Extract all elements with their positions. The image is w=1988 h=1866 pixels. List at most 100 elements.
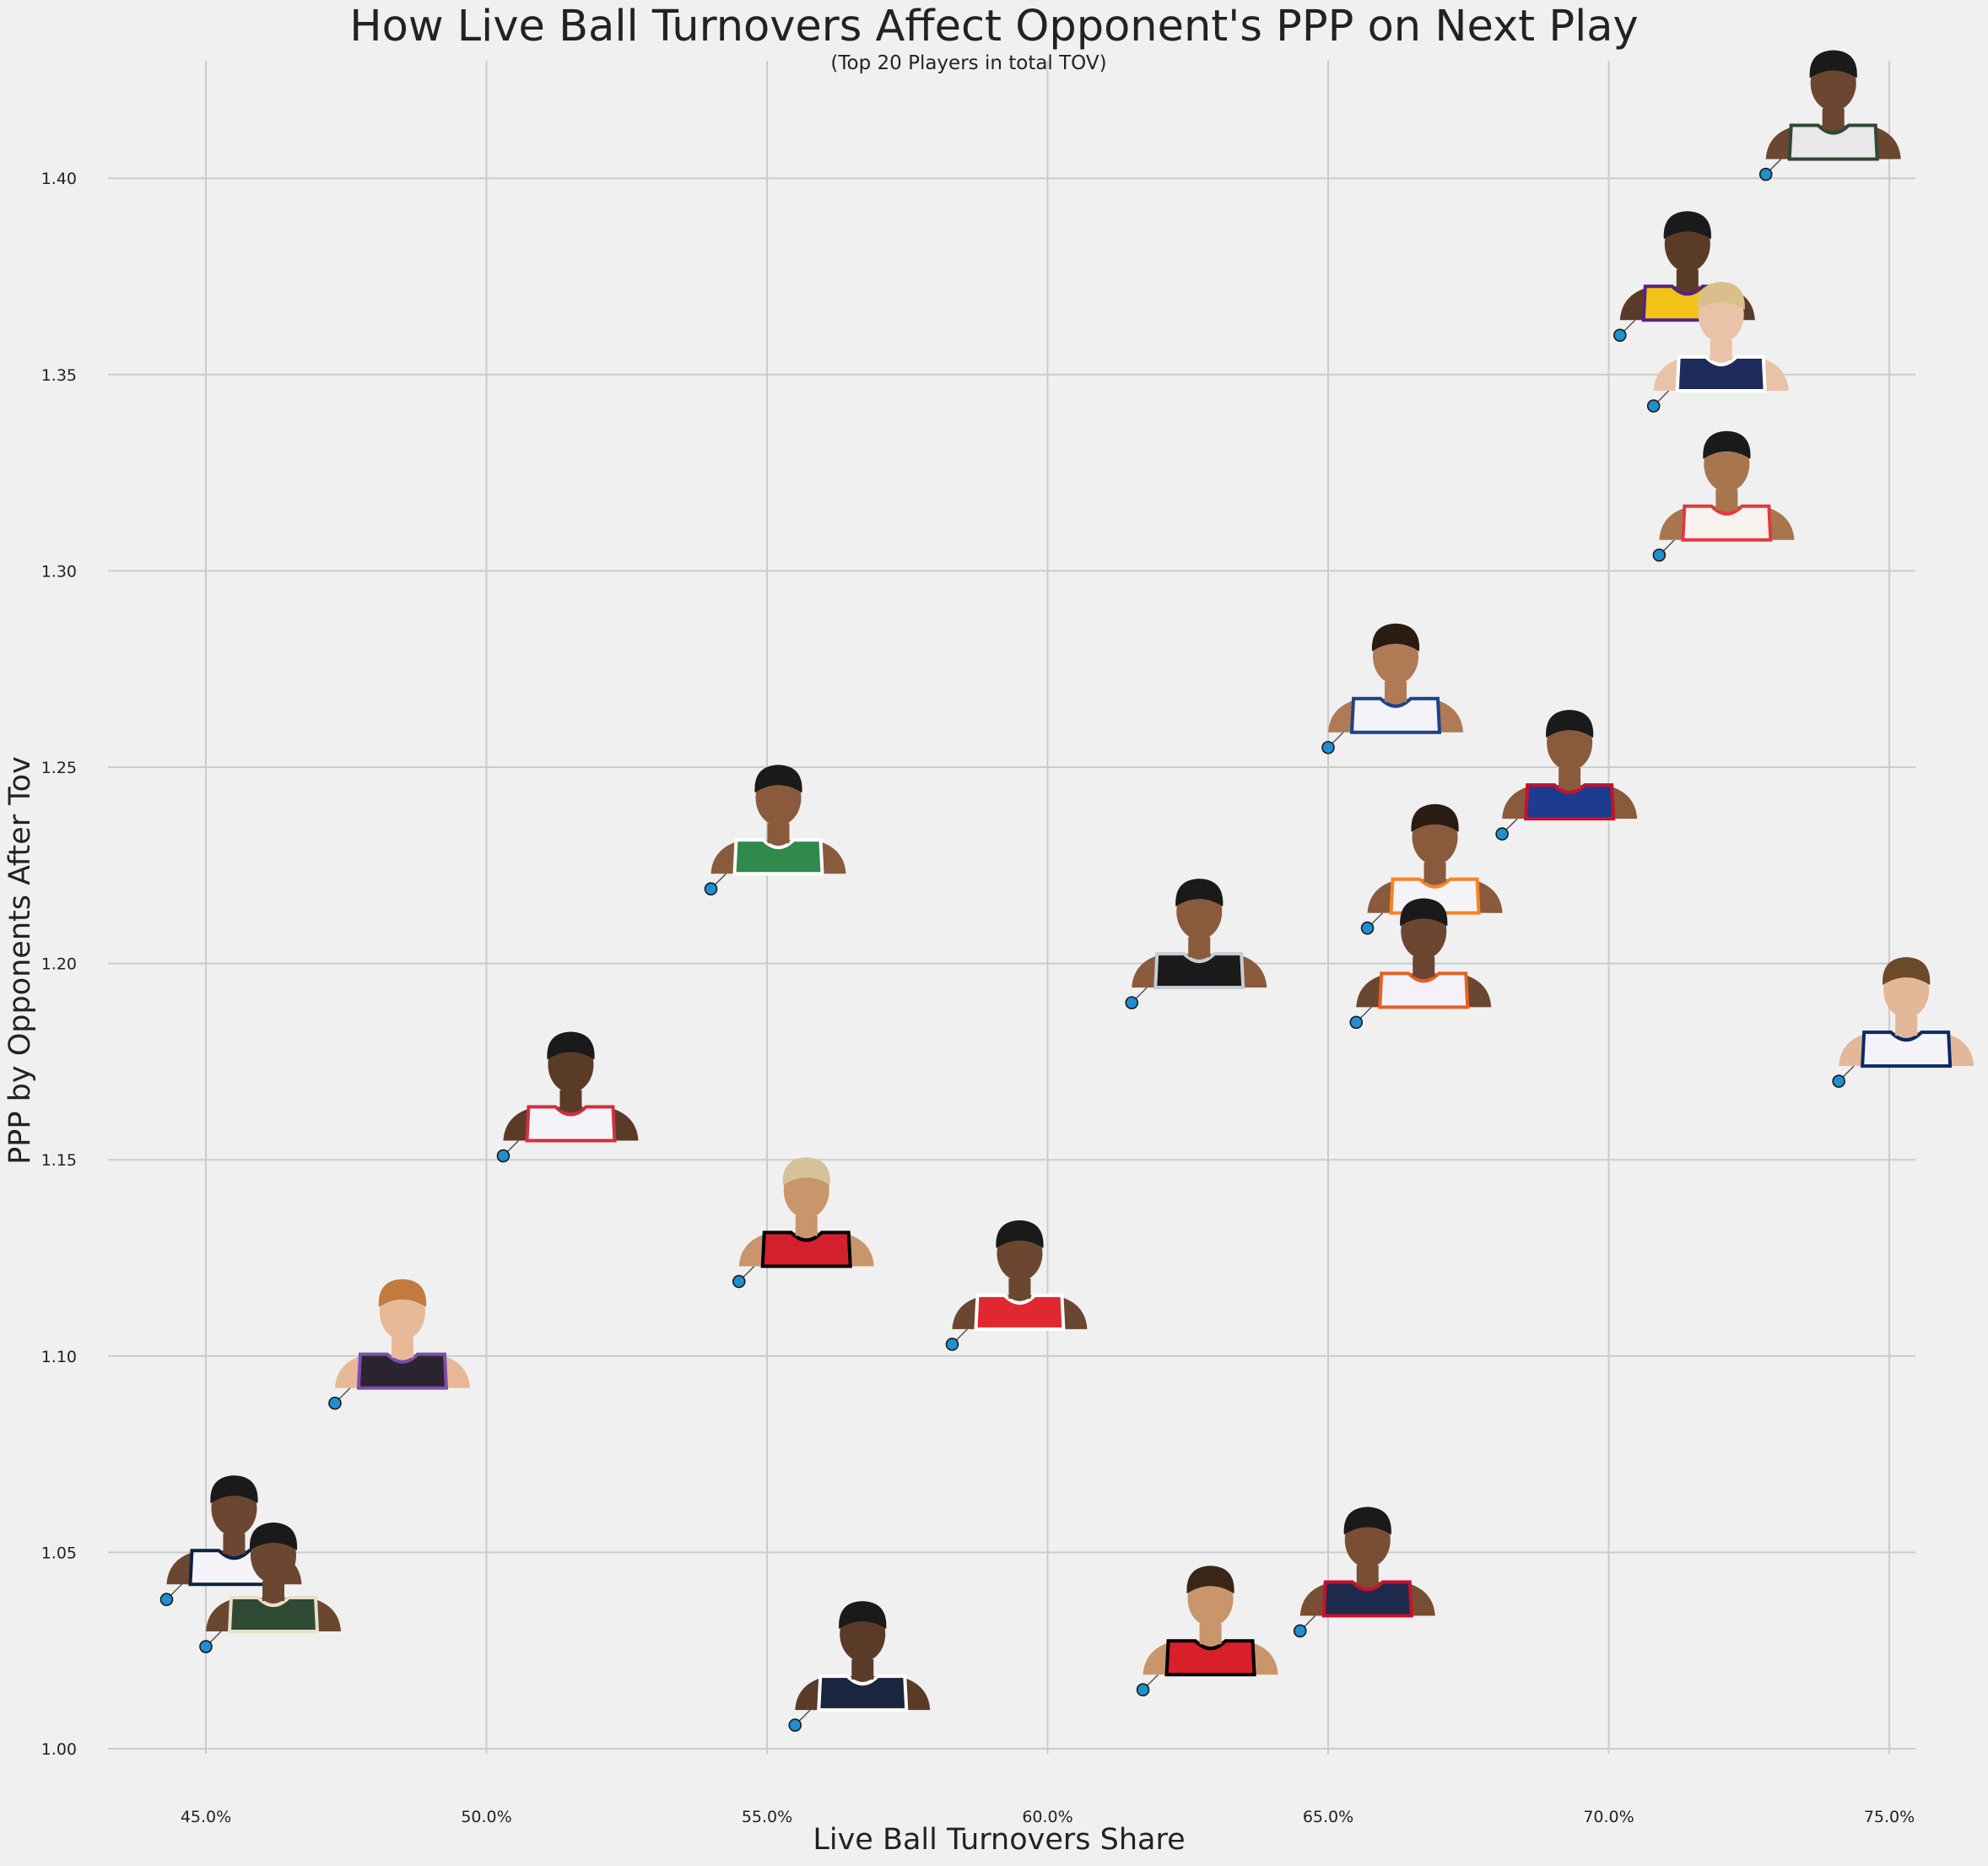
x-tick-label: 75.0% bbox=[1864, 1808, 1915, 1826]
player-photo bbox=[794, 1601, 931, 1726]
player-hair bbox=[1703, 430, 1751, 459]
player-hair bbox=[1809, 50, 1857, 78]
data-point bbox=[328, 1396, 342, 1410]
player-jersey bbox=[356, 1352, 449, 1390]
player-neck bbox=[1423, 862, 1446, 883]
x-tick-label: 70.0% bbox=[1583, 1808, 1634, 1826]
player-photo bbox=[1355, 898, 1492, 1023]
player-neck bbox=[1710, 340, 1732, 361]
player-neck bbox=[1385, 681, 1407, 702]
player-jersey bbox=[1861, 1030, 1953, 1068]
player-photo bbox=[165, 1475, 302, 1600]
player-jersey bbox=[1787, 123, 1879, 161]
player-photo bbox=[1765, 50, 1901, 176]
data-point bbox=[788, 1718, 802, 1732]
player-hair bbox=[1411, 803, 1459, 832]
data-point bbox=[1293, 1624, 1307, 1638]
data-point bbox=[945, 1338, 959, 1351]
data-points bbox=[159, 167, 1845, 1732]
player-neck bbox=[1199, 1624, 1222, 1645]
y-tick-label: 1.00 bbox=[41, 1740, 77, 1759]
player-hair bbox=[996, 1220, 1044, 1248]
player-photo bbox=[1838, 957, 1974, 1082]
player-neck bbox=[795, 1215, 818, 1236]
player-photo bbox=[1501, 710, 1638, 835]
player-neck bbox=[851, 1659, 874, 1680]
player-hair bbox=[1697, 282, 1745, 311]
player-photo bbox=[1653, 282, 1789, 407]
player-hair bbox=[754, 765, 802, 793]
player-jersey bbox=[1675, 355, 1767, 393]
data-point bbox=[1758, 167, 1773, 181]
player-photos bbox=[165, 50, 1974, 1726]
player-hair bbox=[249, 1523, 298, 1551]
player-neck bbox=[262, 1581, 284, 1602]
data-point bbox=[1360, 921, 1375, 935]
y-tick-label: 1.35 bbox=[41, 366, 77, 385]
player-photo bbox=[710, 765, 846, 890]
player-jersey bbox=[1164, 1639, 1256, 1677]
y-tick-label: 1.05 bbox=[41, 1544, 77, 1562]
data-point bbox=[1613, 328, 1627, 343]
data-point bbox=[1495, 827, 1509, 841]
y-tick-label: 1.15 bbox=[41, 1151, 77, 1170]
y-tick-label: 1.10 bbox=[41, 1348, 77, 1366]
player-neck bbox=[1822, 108, 1845, 129]
y-axis-label: PPP by Opponents After Tov bbox=[3, 756, 37, 1165]
player-neck bbox=[1188, 937, 1211, 958]
player-neck bbox=[1008, 1278, 1031, 1299]
grid-lines bbox=[108, 61, 1915, 1754]
data-point bbox=[496, 1149, 511, 1163]
player-hair bbox=[1883, 957, 1931, 986]
player-jersey bbox=[1321, 1580, 1413, 1618]
player-photo bbox=[1143, 1566, 1278, 1690]
player-jersey bbox=[1378, 971, 1470, 1009]
player-hair bbox=[839, 1601, 887, 1630]
y-tick-label: 1.40 bbox=[41, 170, 77, 188]
player-photo bbox=[1367, 803, 1503, 929]
player-jersey bbox=[227, 1596, 320, 1634]
player-hair bbox=[1186, 1566, 1234, 1594]
y-tick-label: 1.20 bbox=[41, 955, 77, 974]
x-tick-label: 60.0% bbox=[1022, 1808, 1072, 1826]
player-jersey bbox=[760, 1230, 852, 1268]
x-tick-label: 65.0% bbox=[1303, 1808, 1353, 1826]
x-tick-label: 55.0% bbox=[742, 1808, 792, 1826]
player-jersey bbox=[974, 1293, 1066, 1331]
data-point bbox=[732, 1274, 746, 1289]
x-tick-label: 45.0% bbox=[181, 1808, 231, 1826]
player-neck bbox=[559, 1090, 582, 1111]
data-point bbox=[1321, 740, 1335, 755]
player-photo bbox=[1299, 1506, 1435, 1631]
player-hair bbox=[782, 1157, 830, 1186]
player-neck bbox=[1676, 269, 1699, 290]
player-jersey bbox=[1524, 783, 1616, 821]
x-axis-label: Live Ball Turnovers Share bbox=[813, 1823, 1185, 1857]
tick-labels: 45.0% 50.0% 55.0% 60.0% 65.0% 70.0% 75.0% 1.00 1… bbox=[41, 170, 1915, 1826]
player-hair bbox=[547, 1031, 595, 1060]
player-jersey bbox=[1681, 504, 1773, 542]
player-jersey bbox=[732, 838, 824, 876]
data-point bbox=[1832, 1074, 1845, 1088]
data-point bbox=[1646, 399, 1661, 413]
player-jersey bbox=[1349, 696, 1442, 734]
player-photo bbox=[738, 1157, 874, 1282]
player-neck bbox=[391, 1337, 413, 1358]
player-photo bbox=[334, 1279, 470, 1404]
data-point bbox=[1652, 548, 1667, 562]
data-point bbox=[1125, 996, 1139, 1009]
player-neck bbox=[223, 1533, 246, 1555]
player-hair bbox=[378, 1279, 427, 1307]
player-hair bbox=[1400, 898, 1448, 927]
player-hair bbox=[1663, 211, 1711, 240]
data-point bbox=[1349, 1015, 1364, 1030]
y-tick-label: 1.25 bbox=[41, 759, 77, 777]
player-photo bbox=[951, 1220, 1088, 1345]
player-neck bbox=[1413, 956, 1435, 977]
player-photo bbox=[502, 1031, 639, 1157]
chart-subtitle: (Top 20 Players in total TOV) bbox=[830, 52, 1106, 74]
data-point bbox=[199, 1640, 213, 1653]
player-neck bbox=[1715, 489, 1738, 510]
player-neck bbox=[1895, 1015, 1918, 1036]
